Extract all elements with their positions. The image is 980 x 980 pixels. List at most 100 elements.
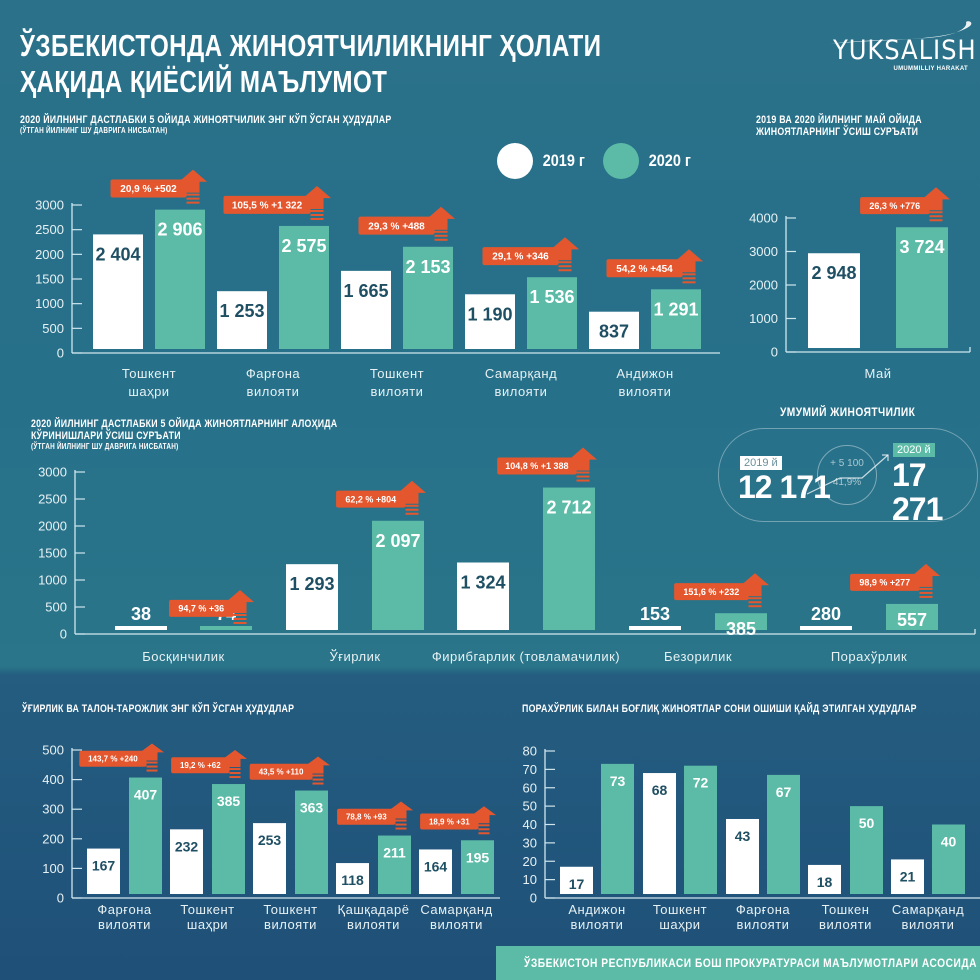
types-arrow-up-icon [226,590,254,603]
types-y-tick-label: 2000 [38,519,67,534]
bribery-y-tick-label: 40 [523,817,537,832]
types-bar-label: 385 [726,619,756,639]
regions-arrow-shaft [186,180,200,193]
types-bar-2020 [200,626,252,630]
theft-arrow-up-icon [140,743,164,753]
total-2020-tag: 2020 й [893,443,935,457]
may-arrow-stripe [929,211,943,214]
bribery-bar-label: 72 [693,775,709,791]
legend: 2019 г 2020 г [497,143,708,179]
theft-arrow-shaft [229,758,241,768]
types-arrow-stripe [576,471,590,474]
bribery-bar-2020 [932,824,965,894]
bribery-y-tick-label: 50 [523,799,537,814]
types-arrow-up-icon [912,563,940,577]
theft-category-label: Самарқанд [420,902,492,917]
regions-category-label: Самарқанд [485,366,557,381]
theft-category-label: Қашқадарё [338,902,410,917]
theft-bar-label: 407 [134,787,158,803]
regions-arrow-stripe [310,213,324,216]
regions-growth-badge [358,216,435,235]
may-bar-2020 [896,227,948,348]
theft-growth-badge [249,763,313,780]
types-arrow-stripe [233,622,247,625]
regions-y-tick-label: 500 [42,321,64,336]
regions-arrow-up-icon [427,206,455,219]
regions-growth-label: 20,9 % +502 [120,184,177,195]
types-bar-label: 2 097 [375,531,420,551]
theft-y-tick-label: 300 [42,802,64,817]
types-title-text-2: КЎРИНИШЛАРИ ЎСИШ СУРЪАТИ [31,430,181,442]
regions-bar-label: 2 153 [405,257,450,277]
types-chart-title: 2020 ЙИЛНИНГ ДАСТЛАБКИ 5 ОЙИДА ЖИНОЯТЛАР… [31,418,337,451]
bribery-category-label: шаҳри [659,917,700,932]
regions-arrow-stripe [682,277,696,280]
theft-bar-label: 363 [300,800,324,816]
bribery-bar-label: 18 [817,874,833,890]
types-y-tick-label: 0 [60,627,67,642]
bribery-y-tick-label: 80 [523,744,537,759]
regions-arrow-shaft [434,217,448,230]
regions-bar-2019 [93,234,143,349]
regions-category-label: Тошкент [122,366,176,381]
theft-growth-badge [171,757,230,774]
bribery-bar-label: 68 [652,782,668,798]
theft-category-label: Тошкент [180,902,234,917]
types-arrow-stripe [405,508,419,511]
theft-arrow-shaft [146,751,158,761]
types-growth-label: 104,8 % +1 388 [505,461,568,471]
legend-2020-label: 2020 г [648,151,691,170]
theft-growth-label: 78,8 % +93 [346,813,387,822]
types-arrow-stripe [748,605,762,608]
regions-y-tick-label: 2000 [35,247,64,262]
theft-bar-label: 167 [92,858,116,874]
page-title: ЎЗБЕКИСТОНДА ЖИНОЯТЧИЛИКНИНГ ҲОЛАТИ ҲАҚИ… [20,28,601,100]
theft-bar-2020 [212,784,245,894]
theft-bar-2019 [253,823,286,894]
bribery-bar-2020 [850,806,883,894]
types-arrow-stripe [233,618,247,621]
regions-bar-label: 1 291 [653,299,698,319]
theft-arrow-up-icon [306,756,330,766]
source-footer-text: ЎЗБЕКИСТОН РЕСПУБЛИКАСИ БОШ ПРОКУРАТУРАС… [524,956,977,970]
theft-y-tick-label: 100 [42,861,64,876]
bribery-title-text: ПОРАХЎРЛИК БИЛАН БОҒЛИҚ ЖИНОЯТЛАР СОНИ О… [522,703,917,715]
types-bar-2019 [457,562,509,630]
regions-bar-label: 2 575 [281,236,326,256]
bribery-y-tick-label: 20 [523,854,537,869]
theft-chart: 0100200300400500167407Фарғонавилояти143,… [42,743,500,932]
types-arrow-shaft [748,584,762,597]
types-category-label: Фирибгарлик (товламачилик) [432,649,620,664]
may-chart-title: 2019 ВА 2020 ЙИЛНИНГ МАЙ ОЙИДА ЖИНОЯТЛАР… [756,114,922,138]
types-bar-2019 [800,626,852,630]
theft-arrow-shaft [312,764,324,774]
regions-growth-label: 54,2 % +454 [616,264,673,275]
theft-category-label: вилояти [98,917,151,932]
theft-bar-label: 232 [175,838,199,854]
types-arrow-up-icon [569,447,597,460]
total-crime-panel [718,428,978,522]
regions-y-tick-label: 1000 [35,296,64,311]
types-bar-label: 557 [897,610,927,630]
theft-bar-2019 [419,849,452,894]
theft-y-tick-label: 200 [42,831,64,846]
types-bar-2019 [115,626,167,630]
theft-growth-label: 143,7 % +240 [88,755,138,764]
types-growth-label: 94,7 % +36 [178,604,224,614]
theft-y-tick-label: 500 [42,743,64,758]
regions-category-label: Андижон [616,366,673,381]
types-bar-label: 1 293 [289,574,334,594]
may-y-tick-label: 3000 [749,244,778,259]
theft-arrow-up-icon [472,806,496,816]
theft-growth-badge [337,808,396,825]
types-growth-badge [850,573,920,591]
theft-growth-label: 18,9 % +31 [429,817,470,826]
may-y-tick-label: 4000 [749,211,778,226]
regions-category-label: вилояти [247,384,300,399]
types-growth-badge [674,583,749,601]
types-arrow-shaft [405,491,419,504]
theft-bar-label: 253 [258,832,282,848]
theft-growth-badge [79,750,147,767]
regions-category-label: Фарғона [246,366,300,381]
theft-arrow-stripe [229,768,241,771]
